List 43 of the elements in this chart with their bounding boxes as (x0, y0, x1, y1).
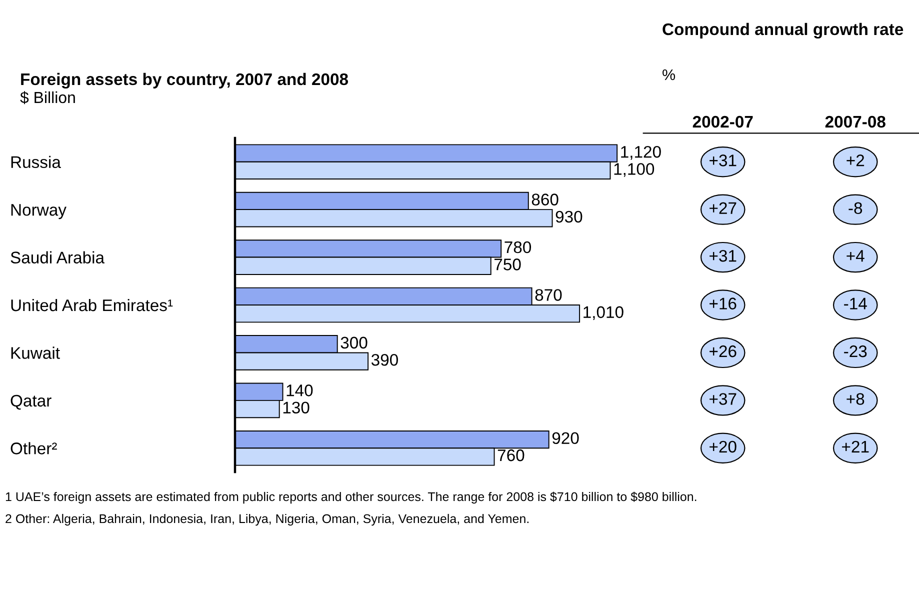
text: 1 UAE’s foreign assets are estimated from public reports and other sources. The range for 2008 is $710 billion to $980 billion. (6, 492, 696, 504)
text: -14 (844, 298, 867, 310)
data-label: 750 (494, 258, 521, 270)
text: +16 (710, 298, 736, 310)
data-label: 870 (535, 289, 562, 301)
data-label: 130 (283, 402, 310, 414)
data-label: 390 (371, 354, 398, 366)
data-label: 1,120 (621, 146, 661, 160)
chart-title: Foreign assets by country, 2007 and 2008 (21, 72, 348, 89)
text: +27 (710, 202, 736, 214)
data-label: 1,010 (584, 306, 624, 320)
text: $ Billion (20, 91, 75, 104)
text: +31 (710, 154, 736, 166)
data-label: 300 (340, 336, 368, 349)
data-label: 930 (556, 210, 582, 223)
text: +26 (710, 345, 736, 358)
text: +37 (710, 393, 736, 405)
y-tick-label: Saudi Arabia (10, 251, 105, 264)
text: +21 (842, 440, 869, 452)
text: +8 (846, 393, 864, 405)
text: -23 (844, 345, 867, 358)
data-label: 860 (532, 194, 558, 206)
data-label: 140 (286, 384, 313, 396)
text: -8 (848, 202, 862, 214)
y-tick-label: Kuwait (11, 346, 60, 359)
text: 2 Other: Algeria, Bahrain, Indonesia, Iran, Libya, Nigeria, Oman, Syria, Venezuela, and Yemen. (6, 514, 528, 526)
data-label: 780 (504, 241, 532, 254)
category-label: 2002-07 (692, 116, 753, 128)
text: % (662, 69, 676, 80)
category-label: 2007-08 (825, 116, 886, 128)
data-label: 1,100 (614, 163, 654, 177)
y-tick-label: Qatar (10, 394, 52, 410)
data-label: 920 (552, 432, 579, 444)
text: +20 (710, 440, 736, 453)
text: +2 (846, 154, 864, 166)
y-tick-label: Russia (11, 156, 61, 168)
text: +4 (846, 250, 864, 262)
text: Compound annual growth rate (662, 22, 904, 39)
y-tick-label: Norway (11, 204, 66, 220)
y-tick-label: Other² (10, 442, 57, 454)
y-tick-label: United Arab Emirates¹ (11, 298, 173, 312)
data-label: 760 (498, 449, 524, 462)
text: +31 (710, 250, 736, 262)
